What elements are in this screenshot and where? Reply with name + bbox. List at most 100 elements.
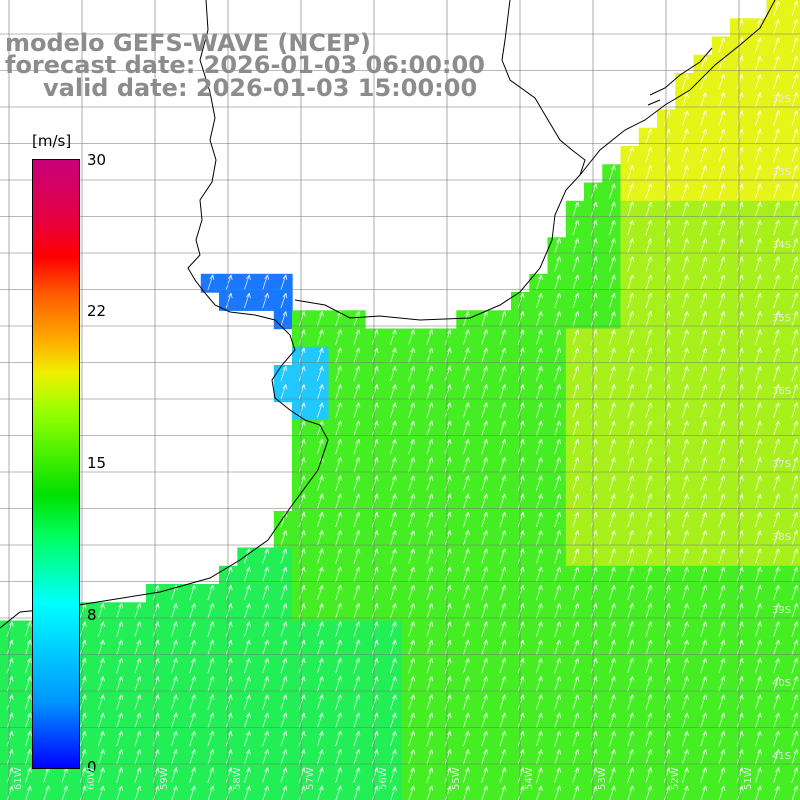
wind-arrow [773,384,781,400]
wind-arrow [335,530,343,546]
wind-arrow [608,676,616,692]
wind-arrow [554,274,562,291]
wind-arrow [317,785,324,800]
wind-arrow [791,183,799,199]
wind-arrow [645,165,653,181]
wind-arrow [97,603,105,619]
wind-arrow [298,676,306,692]
wind-arrow [754,712,762,729]
wind-arrow [408,767,416,783]
wind-arrow [97,694,105,710]
wind-arrow [663,347,671,364]
wind-arrow [736,92,744,108]
wind-arrow [700,457,708,473]
coastline [0,0,776,629]
wind-arrow [554,548,562,564]
wind-arrow [408,621,416,637]
wind-arrow [627,183,635,199]
wind-arrow [335,676,343,692]
wind-arrow [298,365,306,382]
wind-arrow [335,548,343,564]
wind-arrow [572,603,580,619]
wind-arrow [499,603,507,619]
wind-arrow [116,639,124,656]
wind-arrow [645,274,653,291]
wind-arrow [773,511,781,528]
wind-arrow [535,530,543,546]
field-cell [182,784,202,800]
field-cell [438,784,457,800]
wind-arrow [718,238,726,254]
field-cell [784,346,800,366]
wind-arrow [335,694,343,710]
wind-arrow [754,146,762,163]
wind-arrow [590,730,598,747]
wind-arrow [736,566,744,583]
wind-arrow [718,311,726,327]
wind-arrow [754,128,762,145]
wind-arrow [663,420,671,437]
wind-arrow [6,767,14,783]
wind-arrow [791,92,799,108]
field-cell [310,784,330,800]
wind-arrow [444,767,452,783]
wind-arrow [700,493,708,510]
field-cell [784,73,800,92]
field-cell [54,784,74,800]
wind-arrow [681,311,689,327]
wind-arrow [608,329,616,345]
wind-arrow [681,274,689,291]
wind-arrow [754,566,762,583]
wind-arrow [681,165,689,181]
wind-arrow [462,384,470,400]
wind-arrow [535,657,543,674]
wind-arrow [572,402,580,418]
wind-arrow [353,566,361,583]
lon-label: 52W [670,767,681,790]
wind-arrow [554,621,562,637]
wind-arrow [335,384,343,400]
wind-arrow [736,165,744,181]
field-cell [784,456,800,476]
wind-arrow [681,292,689,309]
wind-arrow [572,584,580,601]
field-cell [18,784,38,800]
wind-arrow [79,676,87,692]
wind-arrow [353,475,361,491]
wind-arrow [444,438,452,455]
wind-arrow [353,347,361,364]
wind-arrow [353,457,361,473]
wind-arrow [608,530,616,546]
wind-arrow [389,730,397,747]
wind-arrow [590,183,598,199]
wind-arrow [225,566,233,583]
wind-arrow [170,639,178,656]
field-cell [784,328,800,348]
wind-arrow [773,110,781,126]
wind-arrow [335,493,343,510]
wind-arrow [280,292,288,309]
wind-arrow [426,457,434,473]
wind-arrow [535,566,543,583]
wind-arrow [517,511,525,528]
wind-arrow [535,402,543,418]
wind-arrow [225,603,233,619]
lon-label: 53W [597,767,608,790]
wind-arrow [590,329,598,345]
wind-arrow [24,749,32,765]
wind-arrow [499,566,507,583]
wind-arrow [590,420,598,437]
field-cell [784,693,800,713]
wind-arrow [572,712,580,729]
wind-arrow [791,749,799,765]
wind-arrow [736,219,744,236]
field-cell [638,784,658,800]
wind-arrow [444,785,452,800]
wind-arrow [572,329,580,345]
wind-arrow [371,785,379,800]
wind-arrow [554,365,562,382]
wind-arrow [335,457,343,473]
wind-arrow [353,420,361,437]
field-cell [657,784,676,800]
wind-arrow [316,712,324,729]
